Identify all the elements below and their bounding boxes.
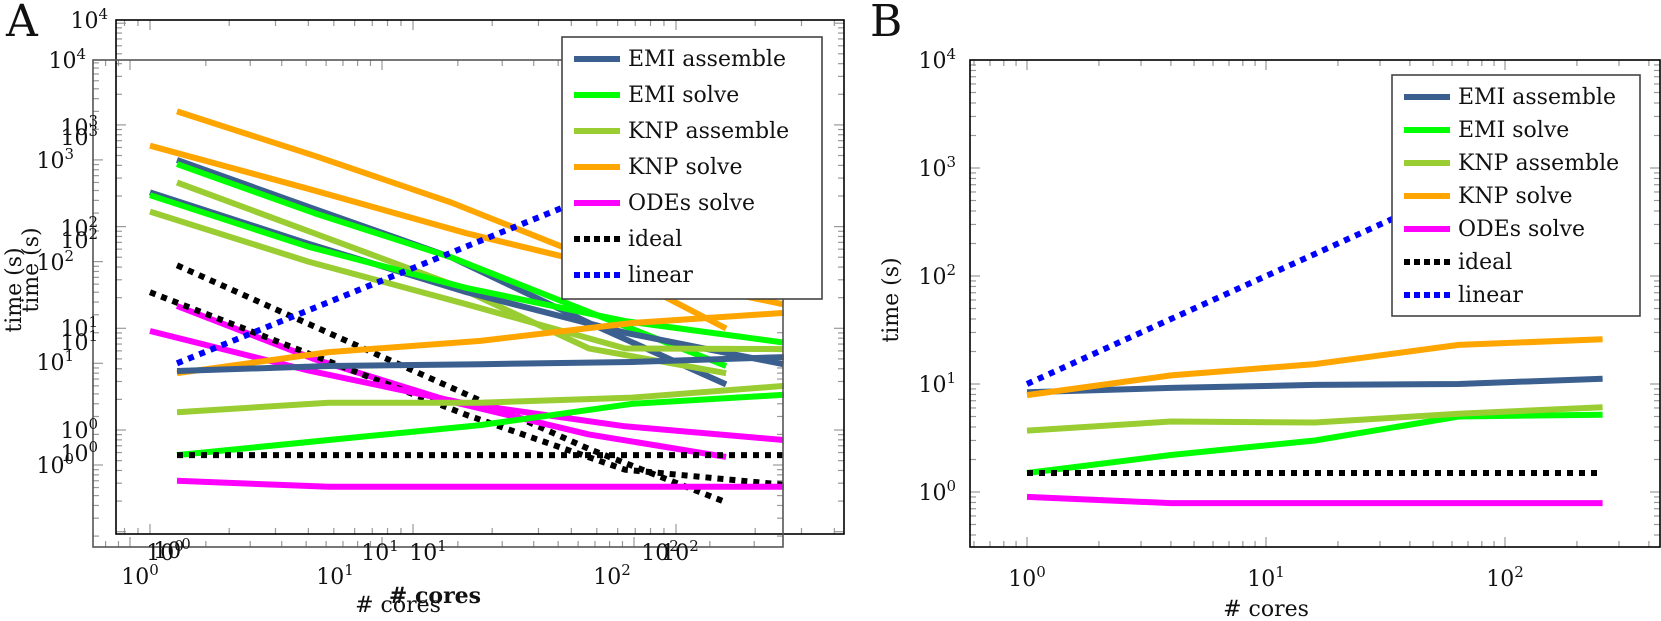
panel-b-legend-label-odes-solve: ODEs solve bbox=[1458, 217, 1585, 242]
panel-a-legend-label-knp-solve: KNP solve bbox=[628, 155, 743, 180]
panel-a-x-tick-label: 101 bbox=[361, 537, 399, 566]
panel-a-copy1-ticks bbox=[116, 20, 844, 534]
panel-b-x-tick-label: 101 bbox=[1247, 563, 1285, 592]
panel-b-series-emi-solve bbox=[1026, 411, 1603, 476]
panel-a-y-tick-label: 103 bbox=[60, 112, 98, 141]
panel-b-chart: 100 101 102 103 104 100 101 102 # cores time (s) E… bbox=[879, 45, 1661, 621]
panel-a-chart: 1041041031021011001031021011001031021011… bbox=[2, 5, 845, 618]
panel-b-ticks bbox=[970, 60, 1660, 547]
panel-b-series-knp-assemble bbox=[1026, 404, 1603, 434]
panel-b-y-axis-label: time (s) bbox=[879, 257, 904, 342]
panel-a-y-tick-label: 102 bbox=[36, 247, 74, 276]
panel-a-copy1-series-emi-solve bbox=[175, 161, 728, 369]
panel-b-legend-label-ideal: ideal bbox=[1458, 250, 1512, 275]
panel-a-x-tick-label: 100 bbox=[153, 535, 191, 564]
panel-a-y-tick-label: 104 bbox=[70, 5, 108, 34]
panel-a-x-tick-label: 102 bbox=[593, 561, 631, 590]
panel-a-x-tick-label: 100 bbox=[121, 561, 159, 590]
panel-b-series-knp-solve bbox=[1026, 336, 1603, 399]
panel-b-legend-label-knp-assemble: KNP assemble bbox=[1458, 151, 1619, 176]
panel-a-x-tick-label: 102 bbox=[661, 537, 699, 566]
panel-a-legend-label-emi-solve: EMI solve bbox=[628, 83, 739, 108]
panel-b-series-odes-solve bbox=[1026, 493, 1603, 507]
panel-b-y-tick-label: 101 bbox=[918, 369, 956, 398]
panel-a-copy2-series-emi-solve bbox=[149, 192, 784, 346]
panel-a-legend: EMI assemble EMI solve KNP assemble KNP sol… bbox=[561, 36, 823, 300]
panel-a-y-tick-label: 101 bbox=[36, 347, 74, 376]
panel-a-weak-series-knp-solve bbox=[176, 309, 785, 377]
panel-b-y-tick-label: 104 bbox=[918, 45, 956, 74]
panel-a-y-tick-label: 100 bbox=[60, 438, 98, 467]
panel-a-axes-frame-1 bbox=[115, 19, 845, 535]
panel-a-x-tick-label: 101 bbox=[409, 537, 447, 566]
panel-a-y-tick-label: 101 bbox=[60, 327, 98, 356]
panel-b-series-emi-assemble bbox=[1026, 375, 1603, 396]
panel-b-y-tick-label: 102 bbox=[918, 261, 956, 290]
panel-a-weak-series-emi-solve bbox=[176, 391, 785, 459]
panel-a-y-tick-label: 102 bbox=[60, 213, 98, 242]
panel-b-series-linear bbox=[1025, 121, 1604, 387]
panel-a-weak-series-odes-solve bbox=[176, 477, 784, 490]
panel-b-letter: B bbox=[870, 0, 902, 47]
panel-b-x-axis-label: # cores bbox=[1223, 597, 1309, 621]
panel-a-x-tick-label: 102 bbox=[641, 537, 679, 566]
panel-a-y-tick-label: 100 bbox=[60, 415, 98, 444]
panel-a-legend-label-odes-solve: ODEs solve bbox=[628, 191, 755, 216]
panel-a-x-axis-label: # cores bbox=[355, 593, 441, 618]
panel-a-legend-label-linear: linear bbox=[628, 263, 693, 288]
panel-b-x-tick-label: 102 bbox=[1486, 563, 1524, 592]
panel-b-x-tick-label: 100 bbox=[1008, 563, 1046, 592]
panel-a-axes-frame-2 bbox=[92, 59, 784, 548]
panel-a-y-axis-label: time (s) bbox=[2, 247, 27, 332]
panel-a-y-tick-label: 103 bbox=[60, 122, 98, 151]
panel-a-x-tick-label: 100 bbox=[146, 537, 184, 566]
panel-a-legend-label-knp-assemble: KNP assemble bbox=[628, 119, 789, 144]
panel-a-legend-label-emi-assemble: EMI assemble bbox=[628, 47, 786, 72]
panel-a-y-tick-label: 100 bbox=[36, 450, 74, 479]
panel-a-x-axis-label-bold: # cores bbox=[389, 583, 481, 609]
panel-a-y-tick-label: 102 bbox=[60, 225, 98, 254]
panel-b-y-tick-label: 100 bbox=[918, 477, 956, 506]
panel-b-legend: EMI assemble EMI solve KNP assemble KNP sol… bbox=[1391, 74, 1641, 317]
panel-b-legend-label-emi-assemble: EMI assemble bbox=[1458, 85, 1616, 110]
panel-a-y-tick-label: 103 bbox=[36, 145, 74, 174]
panel-a-x-tick-label: 101 bbox=[316, 561, 354, 590]
panel-a-copy1-series-ideal bbox=[175, 262, 728, 506]
panel-b-legend-label-emi-solve: EMI solve bbox=[1458, 118, 1569, 143]
panel-b-legend-label-knp-solve: KNP solve bbox=[1458, 184, 1573, 209]
panel-b-legend-label-linear: linear bbox=[1458, 283, 1523, 308]
panel-a-weak-series-knp-assemble bbox=[176, 382, 785, 416]
panel-a-legend-label-ideal: ideal bbox=[628, 227, 682, 252]
panel-a-weak-series-emi-assemble bbox=[176, 354, 784, 374]
panel-b-y-tick-label: 103 bbox=[918, 153, 956, 182]
panel-a-y-axis-label-duplicate: time (s) bbox=[19, 227, 44, 312]
panel-b-axes-frame bbox=[969, 59, 1661, 548]
panel-a-letter: A bbox=[5, 0, 39, 47]
panel-a-y-tick-label: 101 bbox=[60, 313, 98, 342]
panel-a-y-tick-label: 104 bbox=[48, 45, 86, 74]
panel-a-copy2-series-knp-assemble bbox=[149, 208, 784, 353]
